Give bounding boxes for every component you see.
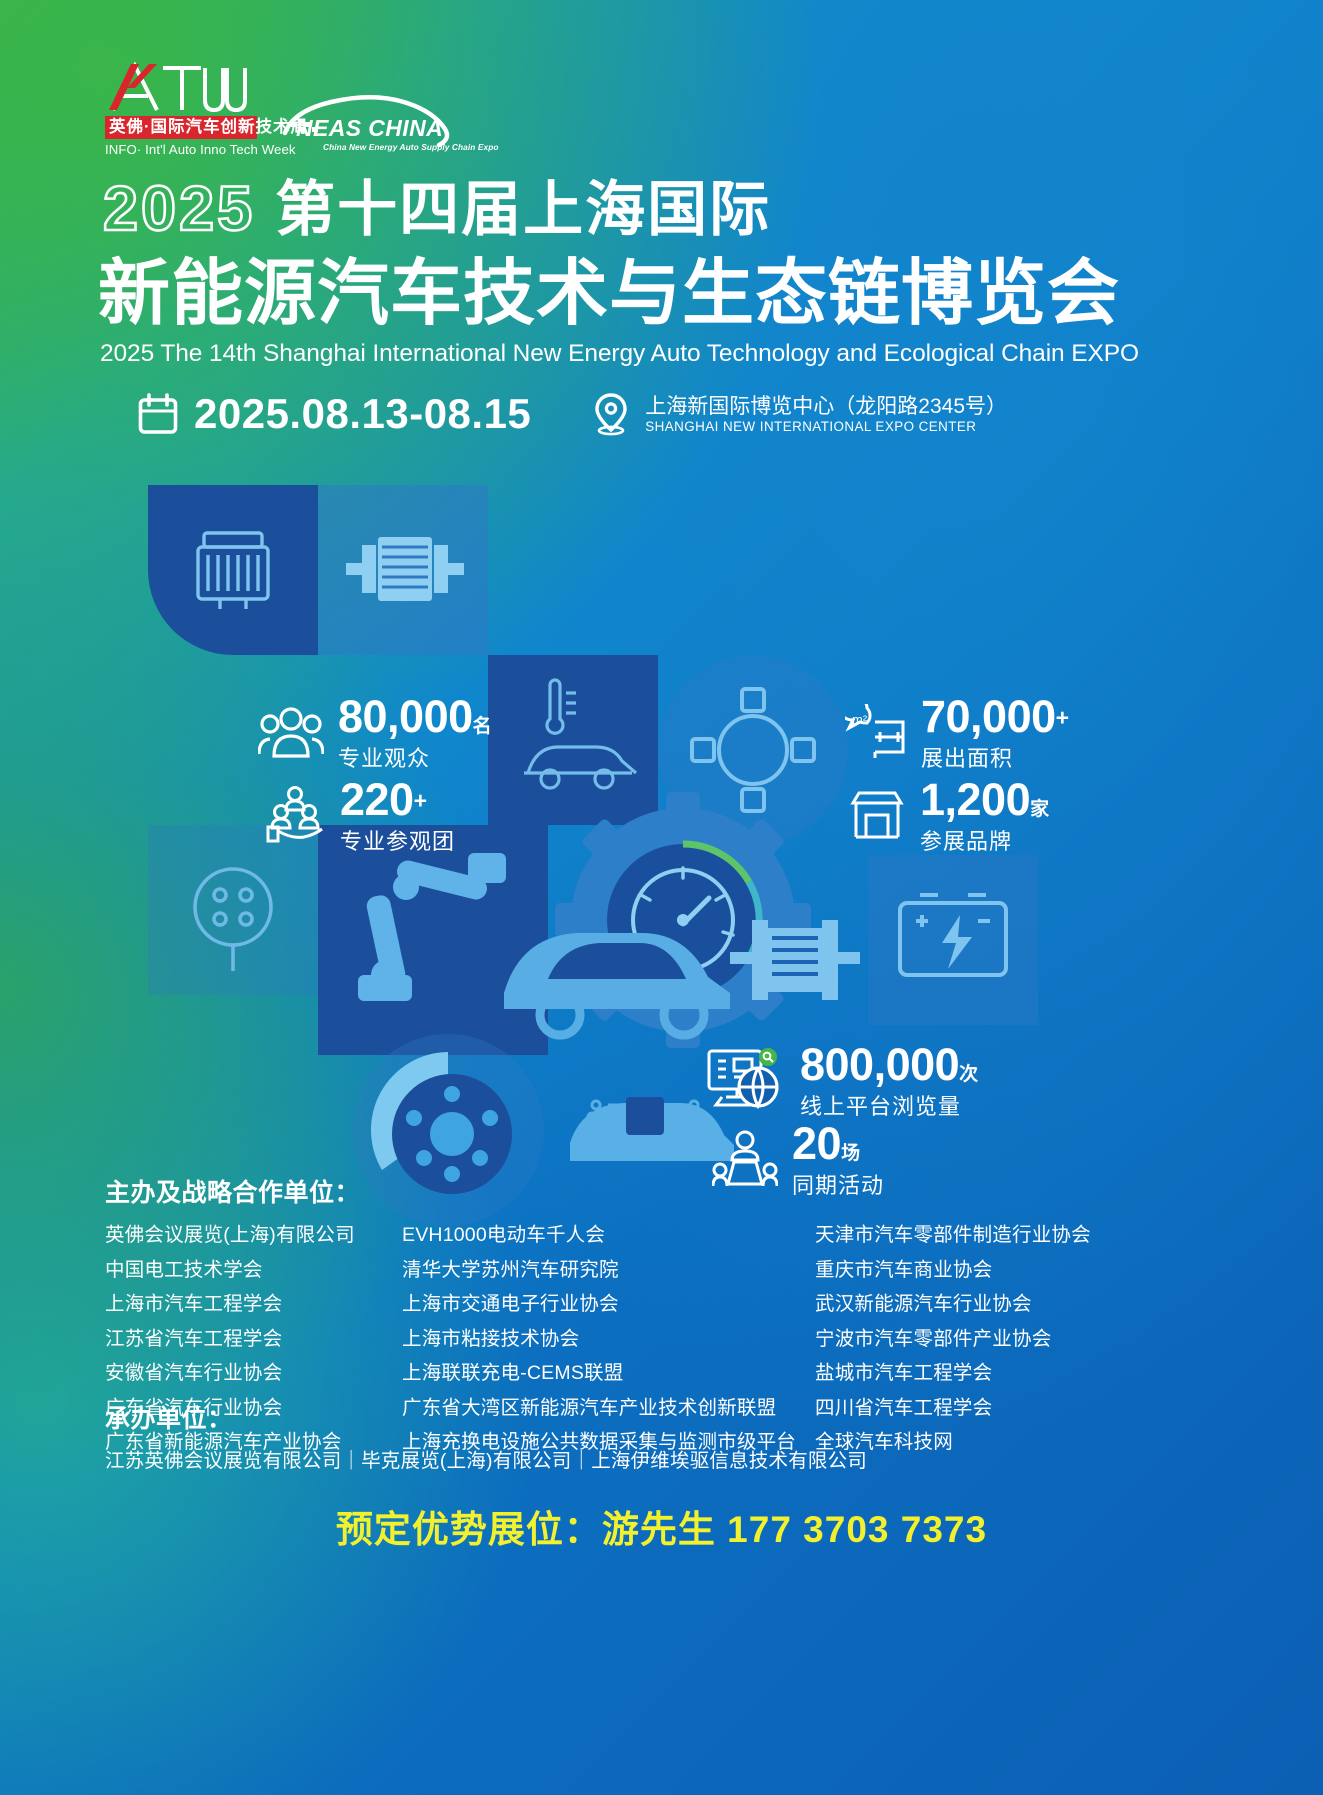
stat-unit: 家 bbox=[1030, 799, 1050, 820]
stat-events: 20场 同期活动 bbox=[711, 1121, 885, 1200]
organizer-heading: 承办单位： bbox=[105, 1405, 233, 1433]
event-meta: 2025.08.13-08.15 上海新国际博览中心（龙阳路2345号） SHA… bbox=[138, 392, 1007, 436]
sponsor-item: 盐城市汽车工程学会 bbox=[815, 1362, 993, 1384]
title-chinese-2: 新能源汽车技术与生态链博览会 bbox=[98, 254, 1121, 334]
tile-smart-car-chip bbox=[548, 1045, 738, 1195]
sponsor-item: EVH1000电动车千人会 bbox=[402, 1224, 606, 1246]
sponsor-item: 天津市汽车零部件制造行业协会 bbox=[815, 1224, 1091, 1246]
organizer-section: 承办单位： 江苏英佛会议展览有限公司｜毕克展览(上海)有限公司｜上海伊维埃驱信息… bbox=[105, 1399, 867, 1473]
stat-number: 70,000 bbox=[921, 691, 1056, 742]
stat-unit: 次 bbox=[959, 1064, 979, 1085]
stat-unit: 名 bbox=[472, 716, 492, 737]
sponsor-item: 清华大学苏州汽车研究院 bbox=[402, 1258, 619, 1281]
stat-brands: 1,200家 参展品牌 bbox=[848, 777, 1050, 856]
atw-wordmark-icon bbox=[105, 58, 257, 116]
calendar-icon bbox=[138, 393, 178, 434]
tile-battery bbox=[868, 855, 1038, 1025]
stat-number: 800,000 bbox=[800, 1039, 960, 1090]
sponsor-item: 上海市汽车工程学会 bbox=[105, 1293, 283, 1315]
sponsor-item: 安徽省汽车行业协会 bbox=[105, 1362, 283, 1384]
title-year: 2025 bbox=[102, 174, 256, 244]
contact-cta: 预定优势展位：游先生 177 3703 7373 bbox=[335, 1509, 988, 1550]
sponsor-item: 武汉新能源汽车行业协会 bbox=[815, 1293, 1032, 1315]
event-date: 2025.08.13-08.15 bbox=[138, 393, 531, 435]
tile-robot-arm bbox=[318, 825, 548, 1055]
stat-number: 80,000 bbox=[338, 691, 473, 742]
tile-ev-car bbox=[478, 875, 758, 1055]
sponsor-item: 中国电工技术学会 bbox=[105, 1258, 263, 1281]
tile-generator bbox=[708, 900, 878, 1040]
stat-delegations: 220+ 专业参观团 bbox=[264, 777, 456, 856]
tile-brake-disc bbox=[348, 1030, 548, 1230]
sponsors-column-3: 天津市汽车零部件制造行业协会 重庆市汽车商业协会 武汉新能源汽车行业协会 宁波市… bbox=[815, 1218, 1215, 1454]
tile-motor bbox=[318, 485, 488, 655]
sponsor-item: 江苏省汽车工程学会 bbox=[105, 1327, 283, 1350]
tile-radiator bbox=[148, 485, 318, 655]
atw-chinese-name: 英佛·国际汽车创新技术周 bbox=[105, 116, 307, 139]
sponsor-item: 宁波市汽车零部件产业协会 bbox=[815, 1327, 1052, 1350]
neas-logo: NEAS CHINA China New Energy Auto Supply … bbox=[279, 87, 498, 157]
stat-sup: + bbox=[413, 787, 428, 814]
title-line-1: 2025 第十四届上海国际 bbox=[102, 174, 772, 244]
neas-car-outline-icon bbox=[282, 94, 450, 147]
event-venue: 上海新国际博览中心（龙阳路2345号） SHANGHAI NEW INTERNA… bbox=[593, 392, 1007, 436]
sponsor-item: 上海充换电设施公共数据采集与监测市级平台 bbox=[402, 1431, 797, 1453]
stat-number: 220 bbox=[340, 774, 414, 825]
neas-wordmark: NEAS CHINA bbox=[296, 114, 444, 141]
neas-checker-icon bbox=[291, 121, 318, 132]
icon-mosaic bbox=[148, 485, 1178, 1226]
stat-label: 专业参观团 bbox=[340, 829, 456, 855]
sponsor-item: 四川省汽车工程学会 bbox=[815, 1396, 993, 1419]
sponsors-section: 主办及战略合作单位： 英佛会议展览(上海)有限公司 中国电工技术学会 上海市汽车… bbox=[105, 1173, 1220, 1454]
atw-logo: 英佛·国际汽车创新技术周 INFO· Int'l Auto Inno Tech … bbox=[105, 58, 307, 157]
venue-english: SHANGHAI NEW INTERNATIONAL EXPO CENTER bbox=[645, 419, 977, 435]
area-m2-icon: m² bbox=[837, 694, 907, 765]
organizer-line: 江苏英佛会议展览有限公司｜毕克展览(上海)有限公司｜上海伊维埃驱信息技术有限公司 bbox=[105, 1450, 867, 1472]
venue-chinese: 上海新国际博览中心（龙阳路2345号） bbox=[645, 394, 1008, 418]
sponsors-column-1: 英佛会议展览(上海)有限公司 中国电工技术学会 上海市汽车工程学会 江苏省汽车工… bbox=[105, 1218, 402, 1454]
online-platform-icon bbox=[706, 1047, 786, 1118]
sponsor-item: 上海市交通电子行业协会 bbox=[402, 1293, 619, 1315]
stat-unit: 场 bbox=[841, 1143, 861, 1164]
stat-number: 20 bbox=[792, 1118, 842, 1169]
tile-thermal-car bbox=[488, 655, 658, 825]
sponsor-item: 上海市粘接技术协会 bbox=[402, 1327, 580, 1350]
hand-people-icon bbox=[264, 785, 326, 850]
stat-label: 同期活动 bbox=[792, 1173, 885, 1199]
visitors-group-icon bbox=[257, 704, 325, 765]
event-date-text: 2025.08.13-08.15 bbox=[194, 390, 532, 437]
tile-charging-plug bbox=[148, 825, 318, 995]
svg-text:m²: m² bbox=[852, 712, 868, 727]
logo-bar: 英佛·国际汽车创新技术周 INFO· Int'l Auto Inno Tech … bbox=[105, 58, 498, 157]
tile-wheel-hub bbox=[658, 655, 848, 845]
title-chinese-1: 第十四届上海国际 bbox=[275, 176, 772, 243]
neas-tagline: China New Energy Auto Supply Chain Expo bbox=[323, 141, 499, 152]
location-pin-icon bbox=[595, 393, 627, 436]
stat-exhibit-area: m² 70,000+ 展出面积 bbox=[837, 694, 1070, 773]
stat-sup: + bbox=[1055, 704, 1070, 731]
sponsor-item: 英佛会议展览(上海)有限公司 bbox=[105, 1224, 355, 1246]
stat-label: 专业观众 bbox=[338, 746, 431, 772]
sponsor-item: 广东省大湾区新能源汽车产业技术创新联盟 bbox=[402, 1396, 777, 1419]
stat-online-views: 800,000次 线上平台浏览量 bbox=[706, 1042, 979, 1121]
sponsors-column-2: EVH1000电动车千人会 清华大学苏州汽车研究院 上海市交通电子行业协会 上海… bbox=[402, 1218, 815, 1454]
stat-label: 展出面积 bbox=[921, 746, 1014, 772]
stat-label: 参展品牌 bbox=[920, 829, 1013, 855]
stat-label: 线上平台浏览量 bbox=[800, 1094, 962, 1120]
sponsor-item: 广东省汽车行业协会 bbox=[105, 1396, 283, 1419]
stat-number: 1,200 bbox=[920, 774, 1031, 825]
sponsor-item: 广东省新能源汽车产业协会 bbox=[105, 1431, 342, 1453]
booth-brands-icon bbox=[848, 787, 906, 848]
atw-english-name: INFO· Int'l Auto Inno Tech Week bbox=[105, 141, 296, 157]
stat-visitors: 80,000名 专业观众 bbox=[257, 694, 492, 773]
speaker-podium-icon bbox=[711, 1130, 779, 1193]
sponsors-heading: 主办及战略合作单位： bbox=[105, 1179, 361, 1207]
title-english: 2025 The 14th Shanghai International New… bbox=[100, 340, 1139, 367]
sponsor-item: 重庆市汽车商业协会 bbox=[815, 1258, 993, 1281]
sponsor-item: 全球汽车科技网 bbox=[815, 1431, 953, 1453]
sponsor-item: 上海联联充电-CEMS联盟 bbox=[402, 1362, 624, 1384]
